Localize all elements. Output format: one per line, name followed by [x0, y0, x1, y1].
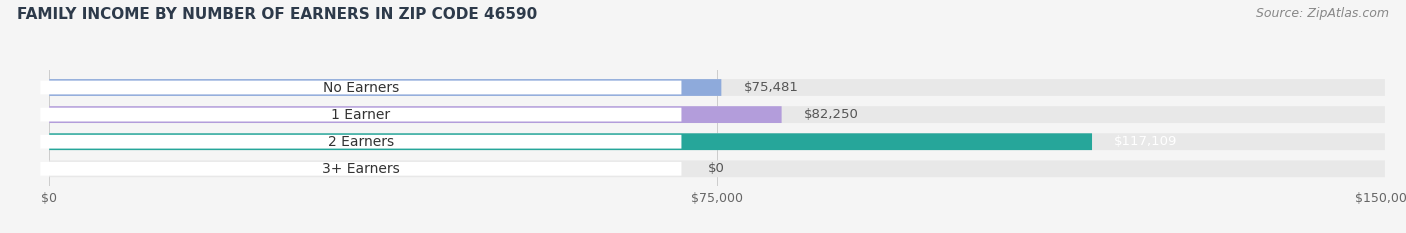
Text: 2 Earners: 2 Earners [328, 135, 394, 149]
FancyBboxPatch shape [49, 79, 1385, 96]
Text: $82,250: $82,250 [804, 108, 859, 121]
FancyBboxPatch shape [49, 79, 721, 96]
Text: Source: ZipAtlas.com: Source: ZipAtlas.com [1256, 7, 1389, 20]
Text: 3+ Earners: 3+ Earners [322, 162, 399, 176]
FancyBboxPatch shape [41, 108, 682, 121]
FancyBboxPatch shape [49, 106, 1385, 123]
FancyBboxPatch shape [49, 133, 1092, 150]
FancyBboxPatch shape [49, 133, 1385, 150]
FancyBboxPatch shape [41, 81, 682, 94]
Text: No Earners: No Earners [323, 81, 399, 95]
Text: FAMILY INCOME BY NUMBER OF EARNERS IN ZIP CODE 46590: FAMILY INCOME BY NUMBER OF EARNERS IN ZI… [17, 7, 537, 22]
FancyBboxPatch shape [49, 106, 782, 123]
Text: 1 Earner: 1 Earner [332, 108, 391, 122]
FancyBboxPatch shape [41, 135, 682, 149]
FancyBboxPatch shape [41, 162, 682, 176]
FancyBboxPatch shape [49, 160, 1385, 177]
Text: $117,109: $117,109 [1115, 135, 1178, 148]
Text: $75,481: $75,481 [744, 81, 799, 94]
Text: $0: $0 [709, 162, 725, 175]
